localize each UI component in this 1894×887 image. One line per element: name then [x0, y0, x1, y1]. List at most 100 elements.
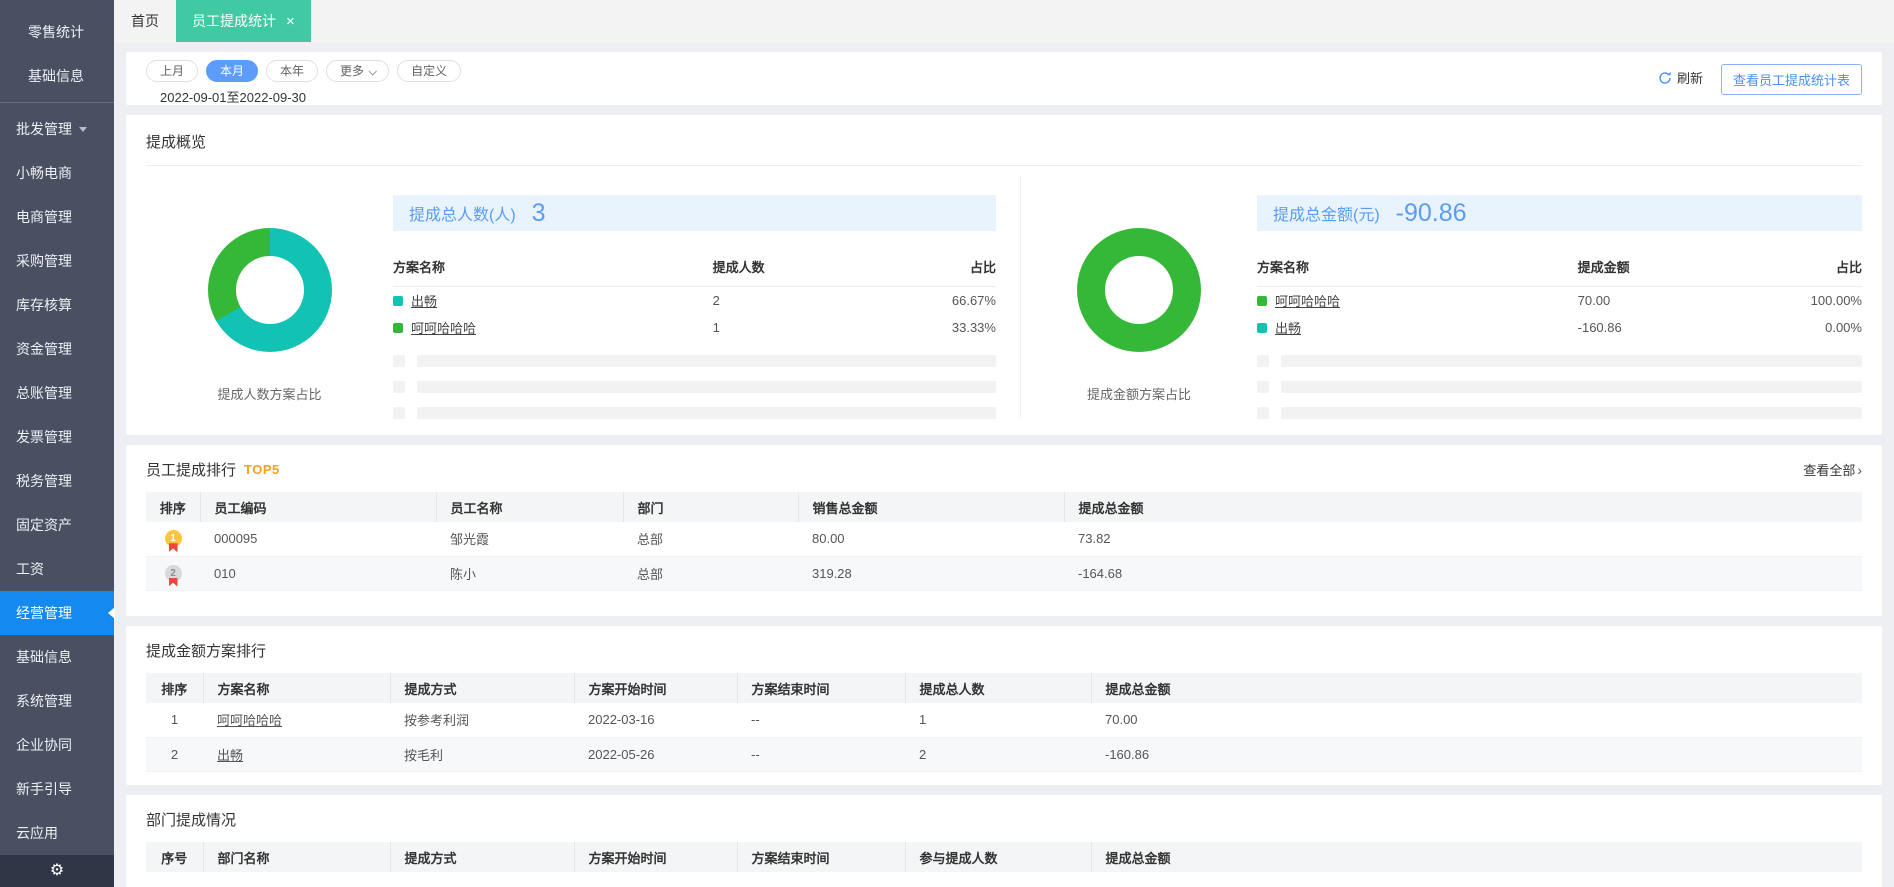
- refresh-button[interactable]: 刷新: [1658, 68, 1703, 87]
- col-department: 部门: [623, 492, 799, 522]
- col-plan-name: 方案名称: [203, 673, 391, 703]
- mini-table-row: 出畅 -160.86 0.00%: [1257, 314, 1862, 341]
- gear-icon[interactable]: ⚙: [49, 862, 65, 879]
- sidebar-item-retail-stats[interactable]: 零售统计: [28, 24, 84, 40]
- tab-home[interactable]: 首页: [131, 13, 159, 29]
- legend-swatch: [393, 295, 403, 306]
- chevron-down-icon: [368, 67, 378, 76]
- end-date: --: [737, 703, 905, 738]
- headcount-donut-zone: 提成人数方案占比: [146, 176, 393, 419]
- close-icon[interactable]: ×: [286, 12, 295, 30]
- filter-bar: 上月 本月 本年 更多 自定义 2022-09-01至2022-09-30: [126, 52, 1882, 105]
- filter-left: 上月 本月 本年 更多 自定义 2022-09-01至2022-09-30: [146, 60, 462, 105]
- kpi-label: 提成总人数(人): [409, 207, 516, 224]
- sidebar-item-funds[interactable]: 资金管理: [16, 341, 72, 357]
- tab-employee-commission-stats[interactable]: 员工提成统计 ×: [176, 0, 311, 42]
- table-row: 1 呵呵哈哈哈 按参考利润 2022-03-16 -- 1 70.00: [146, 703, 1862, 738]
- total-amount: 70.00: [1091, 703, 1862, 738]
- plan-link[interactable]: 呵呵哈哈哈: [217, 713, 283, 729]
- col-ratio: 占比: [969, 260, 996, 275]
- sidebar-item-inventory[interactable]: 库存核算: [16, 297, 72, 313]
- amount-value: 70.00: [1577, 293, 1611, 308]
- sidebar-item-system-mgmt[interactable]: 系统管理: [16, 693, 72, 709]
- sidebar-item-business-mgmt[interactable]: 经营管理: [0, 591, 114, 635]
- mini-table-header: 方案名称 提成金额 占比: [1257, 257, 1862, 287]
- pill-last-month[interactable]: 上月: [146, 60, 199, 82]
- sidebar-item-collaboration[interactable]: 企业协同: [16, 737, 72, 753]
- plan-link[interactable]: 出畅: [1275, 321, 1302, 336]
- total-sales: 319.28: [798, 556, 1064, 591]
- kpi-label: 提成总金额(元): [1273, 207, 1380, 224]
- plan-link[interactable]: 呵呵哈哈哈: [1275, 294, 1341, 309]
- skeleton-row: [1257, 381, 1862, 393]
- view-all-link[interactable]: 查看全部 ›: [1803, 460, 1862, 479]
- kpi-value: -90.86: [1395, 198, 1467, 227]
- amount-table-zone: 提成总金额(元) -90.86 方案名称 提成金额 占比 呵呵: [1257, 176, 1862, 419]
- total-commission: 73.82: [1064, 522, 1862, 557]
- col-index: 序号: [146, 842, 204, 872]
- main-area: 首页 员工提成统计 × 上月 本月 本年 更多 自定义 2022-09-01至2…: [114, 0, 1894, 887]
- total-sales: 80.00: [798, 522, 1064, 557]
- col-department-name: 部门名称: [203, 842, 391, 872]
- total-people: 2: [905, 737, 1091, 772]
- filter-right: 刷新 查看员工提成统计表: [1658, 60, 1862, 105]
- amount-mini-table: 方案名称 提成金额 占比 呵呵哈哈哈 70.00 100.00%: [1257, 257, 1862, 419]
- sidebar-item-fixed-assets[interactable]: 固定资产: [16, 517, 72, 533]
- headcount-table-zone: 提成总人数(人) 3 方案名称 提成人数 占比 出畅: [393, 176, 996, 419]
- amount-donut-zone: 提成金额方案占比: [1021, 176, 1257, 419]
- col-employee-code: 员工编码: [200, 492, 437, 522]
- sidebar-item-beginner-guide[interactable]: 新手引导: [16, 781, 72, 797]
- col-rank: 排序: [146, 492, 201, 522]
- col-total-commission: 提成总金额: [1064, 492, 1862, 522]
- plan-link[interactable]: 出畅: [411, 294, 438, 309]
- sidebar-item-ecommerce[interactable]: 电商管理: [16, 209, 72, 225]
- plan-link[interactable]: 出畅: [217, 747, 244, 763]
- skeleton-row: [393, 381, 996, 393]
- sidebar-item-invoices[interactable]: 发票管理: [16, 429, 72, 445]
- col-participants: 参与提成人数: [905, 842, 1092, 872]
- ratio-value: 0.00%: [1825, 320, 1862, 335]
- start-date: 2022-05-26: [574, 737, 737, 772]
- sidebar-item-xiaochang-ecom[interactable]: 小畅电商: [16, 165, 72, 181]
- pill-more[interactable]: 更多: [326, 60, 390, 82]
- headcount-panel: 提成人数方案占比 提成总人数(人) 3 方案名称 提成人数: [146, 176, 1021, 419]
- plan-link[interactable]: 呵呵哈哈哈: [411, 321, 477, 336]
- col-start-date: 方案开始时间: [574, 842, 738, 872]
- kpi-value: 3: [531, 198, 546, 227]
- mini-table-row: 呵呵哈哈哈 1 33.33%: [393, 314, 996, 341]
- employee-ranking-table: 排序 员工编码 员工名称 部门 销售总金额 提成总金额 1 000095 邹光霞: [146, 492, 1862, 591]
- skeleton-row: [1257, 407, 1862, 419]
- tab-label: 员工提成统计: [192, 13, 276, 29]
- start-date: 2022-03-16: [574, 703, 737, 738]
- total-people: 1: [905, 703, 1091, 738]
- pill-this-year[interactable]: 本年: [266, 60, 319, 82]
- headcount-value: 1: [712, 320, 720, 335]
- employee-name: 邹光霞: [436, 522, 623, 557]
- sidebar-item-basic-info[interactable]: 基础信息: [16, 649, 72, 665]
- end-date: --: [737, 737, 905, 772]
- sidebar-item-payroll[interactable]: 工资: [16, 561, 44, 577]
- row-index: 1: [146, 703, 203, 738]
- sidebar-item-tax[interactable]: 税务管理: [16, 473, 72, 489]
- col-commission-method: 提成方式: [390, 673, 575, 703]
- sidebar-menu: 零售统计 基础信息 批发管理 小畅电商 电商管理 采购管理 库存核算 资金管理 …: [0, 0, 114, 855]
- department: 总部: [623, 522, 798, 557]
- refresh-label: 刷新: [1676, 71, 1703, 86]
- skeleton-row: [393, 407, 996, 419]
- sidebar-item-basic-info-top[interactable]: 基础信息: [28, 68, 84, 84]
- sidebar-item-wholesale[interactable]: 批发管理: [0, 107, 114, 151]
- ratio-value: 33.33%: [951, 320, 996, 335]
- sidebar-item-cloud-apps[interactable]: 云应用: [16, 825, 58, 841]
- total-amount: -160.86: [1091, 737, 1862, 772]
- sidebar-item-general-ledger[interactable]: 总账管理: [16, 385, 72, 401]
- employee-code: 000095: [200, 522, 436, 557]
- mini-table-header: 方案名称 提成人数 占比: [393, 257, 996, 287]
- date-pills: 上月 本月 本年 更多 自定义: [146, 60, 462, 82]
- col-end-date: 方案结束时间: [737, 842, 906, 872]
- pill-custom[interactable]: 自定义: [397, 60, 462, 82]
- view-all-label: 查看全部: [1803, 463, 1856, 478]
- pill-this-month[interactable]: 本月: [206, 60, 259, 82]
- amount-panel: 提成金额方案占比 提成总金额(元) -90.86 方案名称 提成金额: [1021, 176, 1862, 419]
- sidebar-item-purchasing[interactable]: 采购管理: [16, 253, 72, 269]
- view-commission-table-button[interactable]: 查看员工提成统计表: [1720, 64, 1862, 95]
